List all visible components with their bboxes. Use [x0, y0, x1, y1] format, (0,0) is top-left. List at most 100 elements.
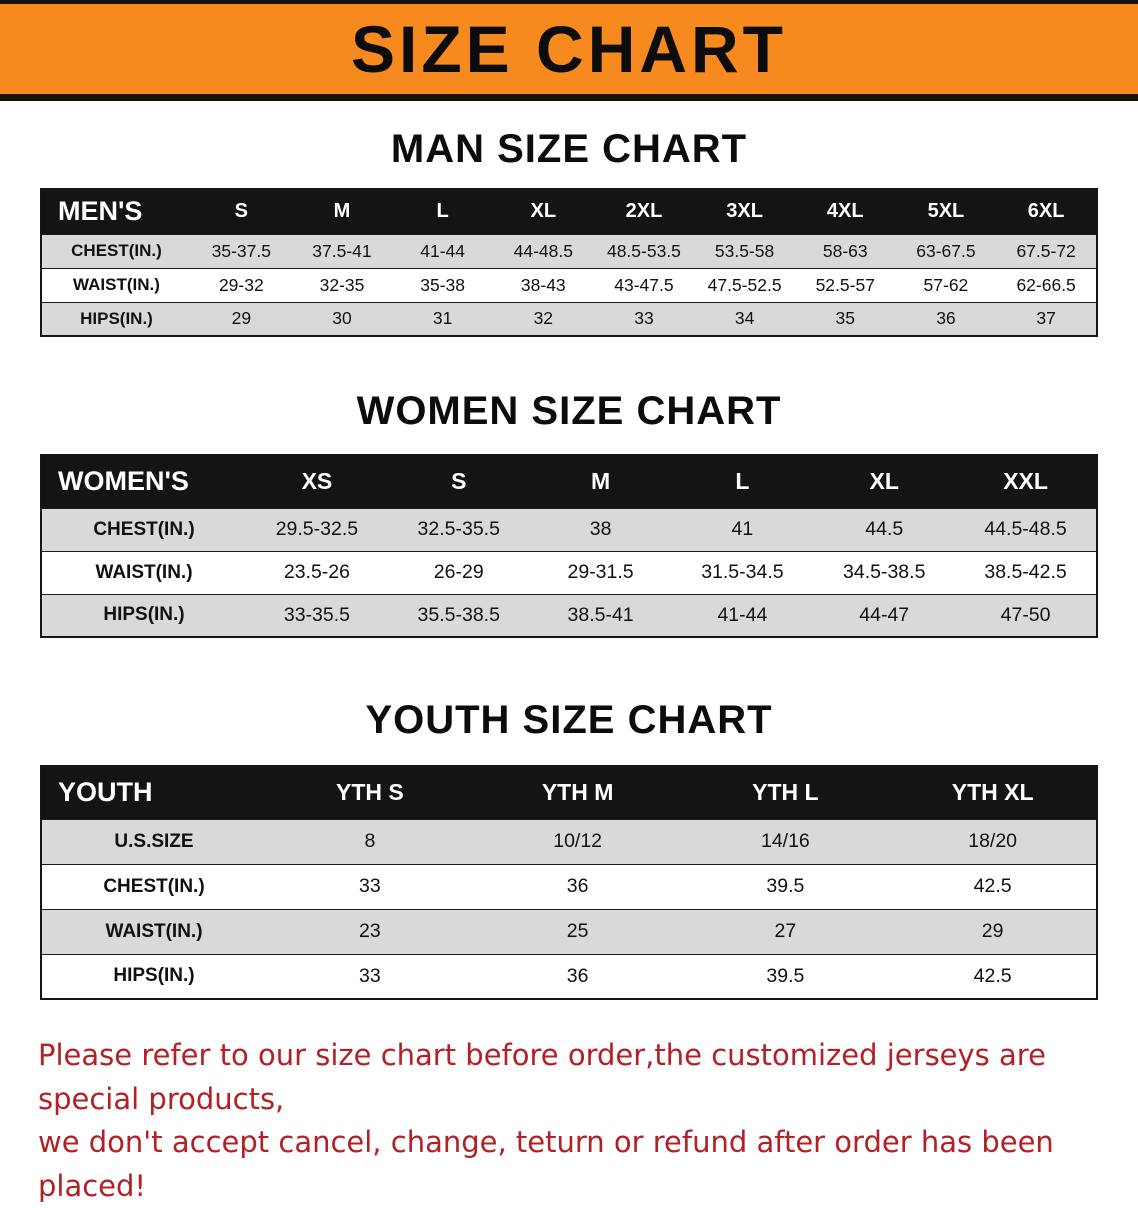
- disclaimer: Please refer to our size chart before or…: [38, 1034, 1100, 1208]
- row-label-cell: HIPS(IN.): [41, 593, 246, 637]
- man-size-section: MAN SIZE CHART MEN'S S M L XL 2XL 3XL 4XL 5XL 6XL…: [0, 127, 1138, 337]
- table-row: WAIST(IN.) 23 25 27 29: [41, 908, 1097, 954]
- table-header-row: WOMEN'S XS S M L XL XXL: [41, 455, 1097, 508]
- size-header-cell: YTH S: [266, 766, 474, 819]
- value-cell: 42.5: [889, 953, 1097, 999]
- size-header-cell: 2XL: [593, 189, 695, 234]
- value-cell: 32: [492, 301, 594, 336]
- value-cell: 58-63: [794, 233, 896, 268]
- size-header-cell: XXL: [955, 455, 1097, 508]
- value-cell: 27: [681, 908, 890, 954]
- value-cell: 38.5-42.5: [955, 550, 1097, 594]
- row-label-cell: WAIST(IN.): [41, 908, 266, 954]
- table-row: WAIST(IN.) 23.5-26 26-29 29-31.5 31.5-34.5 34…: [41, 550, 1097, 594]
- value-cell: 62-66.5: [996, 267, 1097, 302]
- value-cell: 29: [191, 301, 292, 336]
- value-cell: 36: [473, 953, 682, 999]
- youth-size-section: YOUTH SIZE CHART YOUTH YTH S YTH M YTH L YTH…: [0, 698, 1138, 1000]
- value-cell: 44-48.5: [492, 233, 594, 268]
- size-header-cell: S: [387, 455, 530, 508]
- size-header-cell: XL: [492, 189, 594, 234]
- value-cell: 32.5-35.5: [387, 507, 530, 551]
- value-cell: 67.5-72: [996, 233, 1097, 268]
- size-header-cell: 3XL: [694, 189, 795, 234]
- table-row: CHEST(IN.) 29.5-32.5 32.5-35.5 38 41 44.5 44.5…: [41, 507, 1097, 551]
- women-size-section: WOMEN SIZE CHART WOMEN'S XS S M L XL XXL CHEST(…: [0, 389, 1138, 638]
- size-header-cell: XS: [246, 455, 388, 508]
- size-header-cell: YTH XL: [889, 766, 1097, 819]
- disclaimer-line-1: Please refer to our size chart before or…: [38, 1038, 1046, 1116]
- value-cell: 30: [291, 301, 393, 336]
- value-cell: 18/20: [889, 818, 1097, 864]
- size-header-cell: 6XL: [996, 189, 1097, 234]
- value-cell: 26-29: [387, 550, 530, 594]
- table-title-cell: WOMEN'S: [41, 455, 246, 508]
- value-cell: 25: [473, 908, 682, 954]
- value-cell: 57-62: [895, 267, 997, 302]
- value-cell: 31.5-34.5: [671, 550, 814, 594]
- size-header-cell: 4XL: [794, 189, 896, 234]
- table-row: HIPS(IN.) 33-35.5 35.5-38.5 38.5-41 41-44 44-…: [41, 593, 1097, 637]
- value-cell: 33: [593, 301, 695, 336]
- value-cell: 29-32: [191, 267, 292, 302]
- size-header-cell: 5XL: [895, 189, 997, 234]
- table-row: CHEST(IN.) 33 36 39.5 42.5: [41, 863, 1097, 909]
- row-label-cell: CHEST(IN.): [41, 507, 246, 551]
- table-title-cell: MEN'S: [41, 189, 191, 234]
- value-cell: 41: [671, 507, 814, 551]
- size-header-cell: M: [291, 189, 393, 234]
- row-label-cell: CHEST(IN.): [41, 863, 266, 909]
- row-label-cell: WAIST(IN.): [41, 267, 191, 302]
- table-row: U.S.SIZE 8 10/12 14/16 18/20: [41, 818, 1097, 864]
- size-header-cell: YTH M: [473, 766, 682, 819]
- value-cell: 47.5-52.5: [694, 267, 795, 302]
- row-label-cell: HIPS(IN.): [41, 953, 266, 999]
- value-cell: 44-47: [813, 593, 956, 637]
- value-cell: 34: [694, 301, 795, 336]
- value-cell: 41-44: [671, 593, 814, 637]
- size-chart-banner: SIZE CHART: [0, 0, 1138, 101]
- value-cell: 35-38: [392, 267, 493, 302]
- youth-size-heading: YOUTH SIZE CHART: [365, 698, 773, 742]
- row-label-cell: HIPS(IN.): [41, 301, 191, 336]
- value-cell: 32-35: [291, 267, 393, 302]
- size-header-cell: YTH L: [681, 766, 890, 819]
- value-cell: 34.5-38.5: [813, 550, 956, 594]
- value-cell: 31: [392, 301, 493, 336]
- value-cell: 47-50: [955, 593, 1097, 637]
- value-cell: 29.5-32.5: [246, 507, 388, 551]
- value-cell: 42.5: [889, 863, 1097, 909]
- size-header-cell: L: [392, 189, 493, 234]
- table-row: HIPS(IN.) 29 30 31 32 33 34 35 36 37: [41, 301, 1097, 336]
- value-cell: 36: [473, 863, 682, 909]
- value-cell: 23: [266, 908, 474, 954]
- value-cell: 33-35.5: [246, 593, 388, 637]
- value-cell: 29: [889, 908, 1097, 954]
- value-cell: 43-47.5: [593, 267, 695, 302]
- value-cell: 35-37.5: [191, 233, 292, 268]
- value-cell: 23.5-26: [246, 550, 388, 594]
- value-cell: 44.5-48.5: [955, 507, 1097, 551]
- value-cell: 38: [529, 507, 672, 551]
- value-cell: 33: [266, 953, 474, 999]
- man-size-heading: MAN SIZE CHART: [390, 127, 748, 171]
- size-header-cell: XL: [813, 455, 956, 508]
- value-cell: 48.5-53.5: [593, 233, 695, 268]
- value-cell: 52.5-57: [794, 267, 896, 302]
- value-cell: 14/16: [681, 818, 890, 864]
- value-cell: 10/12: [473, 818, 682, 864]
- value-cell: 29-31.5: [529, 550, 672, 594]
- value-cell: 38-43: [492, 267, 594, 302]
- value-cell: 37: [996, 301, 1097, 336]
- row-label-cell: CHEST(IN.): [41, 233, 191, 268]
- value-cell: 38.5-41: [529, 593, 672, 637]
- women-size-heading: WOMEN SIZE CHART: [356, 389, 782, 433]
- size-header-cell: M: [529, 455, 672, 508]
- page-title: SIZE CHART: [351, 12, 787, 86]
- value-cell: 35.5-38.5: [387, 593, 530, 637]
- man-size-table: MEN'S S M L XL 2XL 3XL 4XL 5XL 6XL CHEST(IN.) 35-37…: [40, 188, 1098, 337]
- size-header-cell: S: [191, 189, 292, 234]
- disclaimer-line-2: we don't accept cancel, change, teturn o…: [38, 1125, 1054, 1203]
- youth-size-table: YOUTH YTH S YTH M YTH L YTH XL U.S.SIZE 8 10/12…: [40, 765, 1098, 1000]
- table-row: CHEST(IN.) 35-37.5 37.5-41 41-44 44-48.5 48.5…: [41, 233, 1097, 268]
